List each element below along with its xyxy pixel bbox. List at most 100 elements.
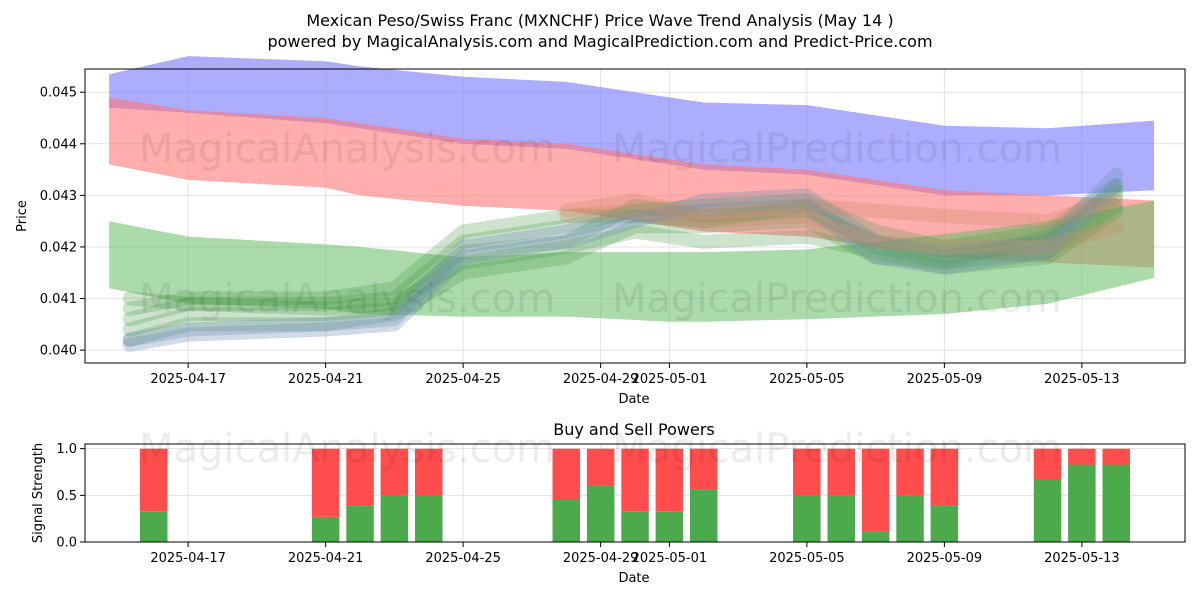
price-wave-path: [122, 188, 1124, 337]
price-wave-path: [559, 203, 1124, 254]
price-lower-band-red: [109, 97, 1155, 268]
price-x-tick-label: 2025-04-21: [288, 372, 364, 387]
price-wave-path: [122, 203, 1124, 316]
buy-bar: [586, 485, 615, 542]
price-x-ticks: 2025-04-17 2025-04-21 2025-04-25 2025-04-29…: [150, 363, 1120, 387]
signal-panel: Buy and Sell Powers MagicalAnalysis.com …: [31, 420, 1186, 586]
buy-bar: [621, 511, 649, 542]
signal-y-axis-label: Signal Strength: [31, 443, 46, 543]
signal-x-ticks: 2025-04-17 2025-04-21 2025-04-25 2025-04-29…: [150, 542, 1120, 566]
sell-bar: [1102, 448, 1130, 465]
price-wave-path: [122, 178, 1124, 327]
price-lower-band-green: [109, 200, 1155, 322]
signal-watermark-magicalprediction: MagicalPrediction.com: [612, 426, 1062, 472]
price-watermarks: MagicalAnalysis.com MagicalPrediction.co…: [139, 126, 1062, 322]
price-upper-band: [109, 56, 1155, 196]
sell-bar: [380, 448, 409, 496]
price-y-tick-label: 0.042: [40, 240, 77, 255]
buy-bar: [930, 505, 959, 542]
buy-bar: [896, 495, 924, 542]
price-panel: MagicalAnalysis.com MagicalPrediction.co…: [15, 56, 1186, 407]
price-wave-path: [122, 198, 1124, 347]
sell-bar: [930, 448, 959, 506]
sell-bar: [415, 448, 443, 496]
sell-bar: [793, 448, 821, 496]
buy-bar: [552, 500, 580, 542]
price-x-tick-label: 2025-04-29: [563, 372, 639, 387]
price-x-tick-label: 2025-04-25: [425, 372, 501, 387]
buy-bar: [346, 505, 374, 542]
signal-y-tick-label: 0.5: [56, 489, 77, 504]
price-wave-path: [122, 167, 1124, 352]
watermark-magicalanalysis: MagicalAnalysis.com: [139, 126, 555, 172]
buy-bar: [311, 516, 340, 542]
sell-bar: [621, 448, 649, 512]
sell-bar: [1033, 448, 1062, 480]
sell-bar: [311, 448, 340, 517]
sell-bar: [346, 448, 374, 506]
buy-bar: [380, 495, 409, 542]
sell-bar: [552, 448, 580, 500]
buy-bar: [140, 511, 168, 542]
signal-watermark-magicalanalysis: MagicalAnalysis.com: [139, 426, 555, 472]
price-x-tick-label: 2025-05-09: [907, 372, 983, 387]
buy-bar: [655, 511, 684, 542]
buy-bar: [861, 531, 890, 542]
price-y-ticks: 0.040 0.041 0.042 0.043 0.044 0.045: [40, 86, 85, 359]
buy-bar: [690, 489, 718, 542]
signal-x-axis-label: Date: [618, 571, 649, 586]
sell-bar: [1068, 448, 1096, 465]
sell-bar: [861, 448, 890, 532]
signal-y-tick-label: 1.0: [56, 442, 77, 457]
chart-subtitle: powered by MagicalAnalysis.com and Magic…: [267, 32, 932, 51]
price-y-tick-label: 0.044: [40, 137, 77, 152]
signal-x-tick-label: 2025-05-01: [632, 551, 708, 566]
watermark-magicalanalysis-2: MagicalAnalysis.com: [139, 276, 555, 322]
sell-bar: [827, 448, 855, 496]
price-wave-path: [559, 193, 1124, 229]
buy-bar: [1068, 464, 1096, 542]
sell-bar: [896, 448, 924, 496]
sell-bar: [655, 448, 684, 512]
price-bands: [109, 56, 1155, 322]
price-x-tick-label: 2025-04-17: [150, 372, 226, 387]
price-wave-path: [122, 183, 1124, 316]
price-y-tick-label: 0.041: [40, 292, 77, 307]
signal-x-tick-label: 2025-04-17: [150, 551, 226, 566]
price-x-axis-label: Date: [618, 392, 649, 407]
signal-y-ticks: 0.0 0.5 1.0: [56, 442, 85, 551]
sell-bar: [690, 448, 718, 490]
price-plot-frame: [84, 68, 1186, 364]
signal-x-tick-label: 2025-05-05: [769, 551, 845, 566]
price-wave-paths: [122, 167, 1124, 352]
chart-title: Mexican Peso/Swiss Franc (MXNCHF) Price …: [306, 11, 893, 30]
watermark-magicalprediction-2: MagicalPrediction.com: [612, 276, 1062, 322]
signal-x-tick-label: 2025-04-29: [563, 551, 639, 566]
price-y-tick-label: 0.043: [40, 189, 77, 204]
signal-plot-frame: [84, 443, 1186, 543]
signal-x-tick-label: 2025-05-13: [1044, 551, 1120, 566]
buy-bar: [1102, 464, 1130, 542]
signal-x-tick-label: 2025-05-09: [907, 551, 983, 566]
sell-bar: [586, 448, 615, 486]
price-x-tick-label: 2025-05-01: [632, 372, 708, 387]
buy-bar: [793, 495, 821, 542]
signal-y-tick-label: 0.0: [56, 536, 77, 551]
price-y-tick-label: 0.040: [40, 344, 77, 359]
signal-x-tick-label: 2025-04-21: [288, 551, 364, 566]
buy-bar: [415, 495, 443, 542]
buy-bar: [827, 495, 855, 542]
signal-title: Buy and Sell Powers: [553, 420, 715, 439]
watermark-magicalprediction: MagicalPrediction.com: [612, 126, 1062, 172]
price-y-axis-label: Price: [15, 200, 30, 232]
sell-bar: [140, 448, 168, 512]
price-y-tick-label: 0.045: [40, 86, 77, 101]
signal-x-tick-label: 2025-04-25: [425, 551, 501, 566]
buy-bar: [1033, 479, 1062, 542]
price-x-tick-label: 2025-05-05: [769, 372, 845, 387]
price-x-tick-label: 2025-05-13: [1044, 372, 1120, 387]
price-wave-path: [122, 178, 1124, 347]
signal-bars: [140, 448, 1130, 542]
signal-watermarks: MagicalAnalysis.com MagicalPrediction.co…: [139, 426, 1062, 472]
